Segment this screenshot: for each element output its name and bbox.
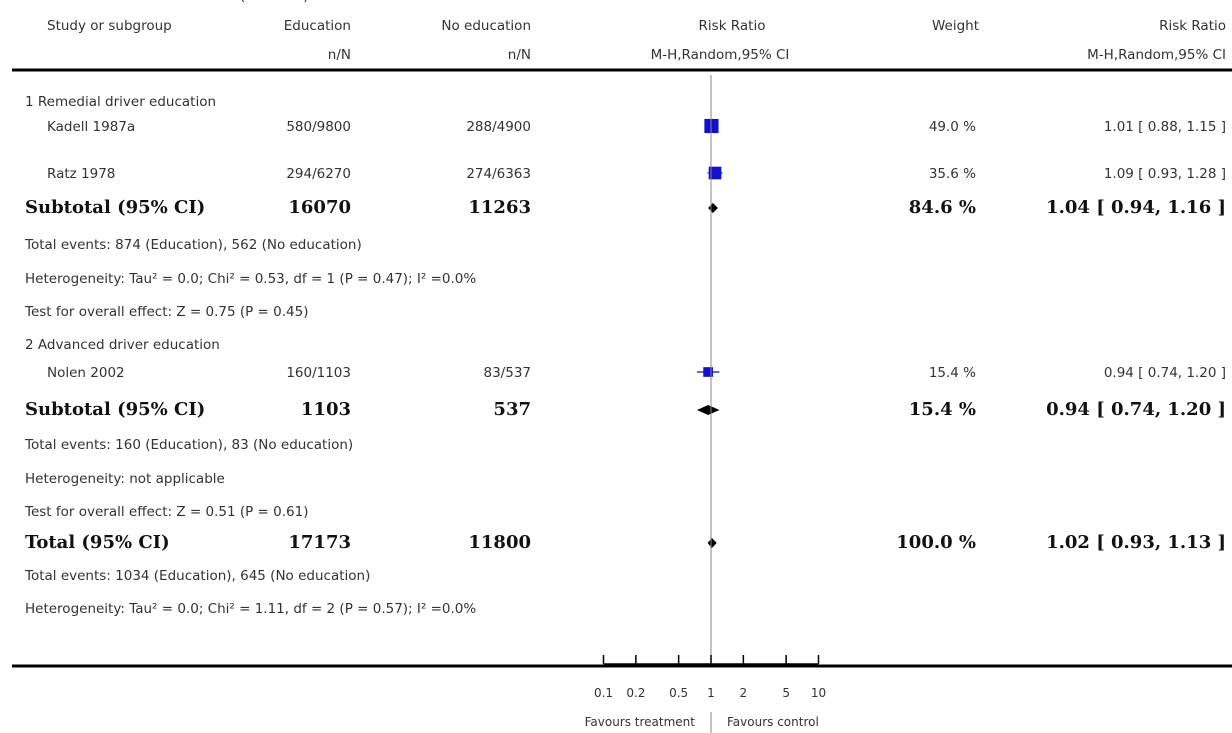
study-marker bbox=[708, 166, 722, 180]
axis-tick-label: 0.1 bbox=[594, 686, 613, 700]
study-marker bbox=[703, 367, 713, 377]
axis-tick-label: 2 bbox=[740, 686, 748, 700]
summary-diamond bbox=[708, 203, 718, 213]
row-label: Heterogeneity: Tau² = 0.0; Chi² = 0.53, … bbox=[25, 271, 476, 287]
weight-value: 15.4 % bbox=[909, 399, 976, 420]
x-axis: 0.1 0.2 0.5 1 2 5 10 Favours treatment Favours c… bbox=[585, 655, 826, 733]
header-education: Education bbox=[284, 18, 351, 34]
rows: 1 Remedial driver education Kadell 1987a 5… bbox=[24, 0, 1226, 617]
summary-diamond bbox=[696, 405, 720, 415]
education-value: 1103 bbox=[301, 399, 351, 420]
row-label: Subtotal (95% CI) bbox=[25, 399, 205, 420]
education-value: 160/1103 bbox=[286, 365, 351, 381]
axis-tick-label: 10 bbox=[811, 686, 826, 700]
header-weight: Weight bbox=[932, 18, 979, 34]
header-education-sub: n/N bbox=[328, 47, 351, 63]
row-label: Test for overall effect: Z = 0.51 (P = 0… bbox=[24, 504, 309, 520]
row-label: Total events: 160 (Education), 83 (No ed… bbox=[24, 437, 353, 453]
header-risk-ratio-text-sub: M-H,Random,95% CI bbox=[1087, 47, 1226, 63]
row-label: 2 Advanced driver education bbox=[25, 337, 220, 353]
row-label: Heterogeneity: not applicable bbox=[25, 471, 225, 487]
header-no-education-sub: n/N bbox=[508, 47, 531, 63]
row-label: Test for overall effect: Z = 0.49 (P = 0… bbox=[24, 0, 309, 4]
no-education-value: 11263 bbox=[468, 197, 531, 218]
risk-ratio-ci: 1.02 [ 0.93, 1.13 ] bbox=[1046, 532, 1226, 553]
header: Study or subgroup Education n/N No educa… bbox=[12, 18, 1232, 72]
header-risk-ratio-plot: Risk Ratio bbox=[699, 18, 766, 34]
no-education-value: 274/6363 bbox=[466, 166, 531, 182]
favours-left-label: Favours treatment bbox=[585, 715, 696, 729]
education-value: 17173 bbox=[288, 532, 351, 553]
axis-tick-label: 1 bbox=[707, 686, 715, 700]
education-value: 294/6270 bbox=[286, 166, 351, 182]
row-label: Total events: 1034 (Education), 645 (No … bbox=[24, 568, 370, 584]
header-no-education: No education bbox=[441, 18, 531, 34]
row-label: Test for overall effect: Z = 0.75 (P = 0… bbox=[24, 304, 309, 320]
header-study: Study or subgroup bbox=[47, 18, 172, 34]
favours-right-label: Favours control bbox=[727, 715, 819, 729]
no-education-value: 83/537 bbox=[484, 365, 532, 381]
row-label: Nolen 2002 bbox=[47, 365, 125, 381]
row-label: Ratz 1978 bbox=[47, 166, 115, 182]
plot-area bbox=[696, 75, 723, 666]
axis-tick-label: 0.2 bbox=[626, 686, 645, 700]
weight-value: 100.0 % bbox=[896, 532, 976, 553]
risk-ratio-ci: 0.94 [ 0.74, 1.20 ] bbox=[1046, 399, 1226, 420]
axis-tick-label: 0.5 bbox=[669, 686, 688, 700]
summary-diamond bbox=[707, 538, 717, 548]
header-risk-ratio-text: Risk Ratio bbox=[1159, 18, 1226, 34]
row-label: Kadell 1987a bbox=[47, 119, 135, 135]
no-education-value: 288/4900 bbox=[466, 119, 531, 135]
row-label: 1 Remedial driver education bbox=[25, 94, 216, 110]
weight-value: 15.4 % bbox=[929, 365, 976, 381]
weight-value: 35.6 % bbox=[929, 166, 976, 182]
education-value: 580/9800 bbox=[286, 119, 351, 135]
education-value: 16070 bbox=[288, 197, 351, 218]
header-risk-ratio-plot-sub: M-H,Random,95% CI bbox=[651, 47, 790, 63]
weight-value: 84.6 % bbox=[909, 197, 976, 218]
row-label: Total (95% CI) bbox=[25, 532, 170, 553]
no-education-value: 11800 bbox=[468, 532, 531, 553]
row-label: Total events: 874 (Education), 562 (No e… bbox=[24, 237, 362, 253]
axis-tick-label: 5 bbox=[782, 686, 790, 700]
risk-ratio-ci: 1.09 [ 0.93, 1.28 ] bbox=[1104, 166, 1226, 182]
no-education-value: 537 bbox=[493, 399, 531, 420]
risk-ratio-ci: 1.01 [ 0.88, 1.15 ] bbox=[1104, 119, 1226, 135]
row-label: Subtotal (95% CI) bbox=[25, 197, 205, 218]
weight-value: 49.0 % bbox=[929, 119, 976, 135]
risk-ratio-ci: 0.94 [ 0.74, 1.20 ] bbox=[1104, 365, 1226, 381]
risk-ratio-ci: 1.04 [ 0.94, 1.16 ] bbox=[1046, 197, 1226, 218]
row-label: Heterogeneity: Tau² = 0.0; Chi² = 1.11, … bbox=[25, 601, 476, 617]
